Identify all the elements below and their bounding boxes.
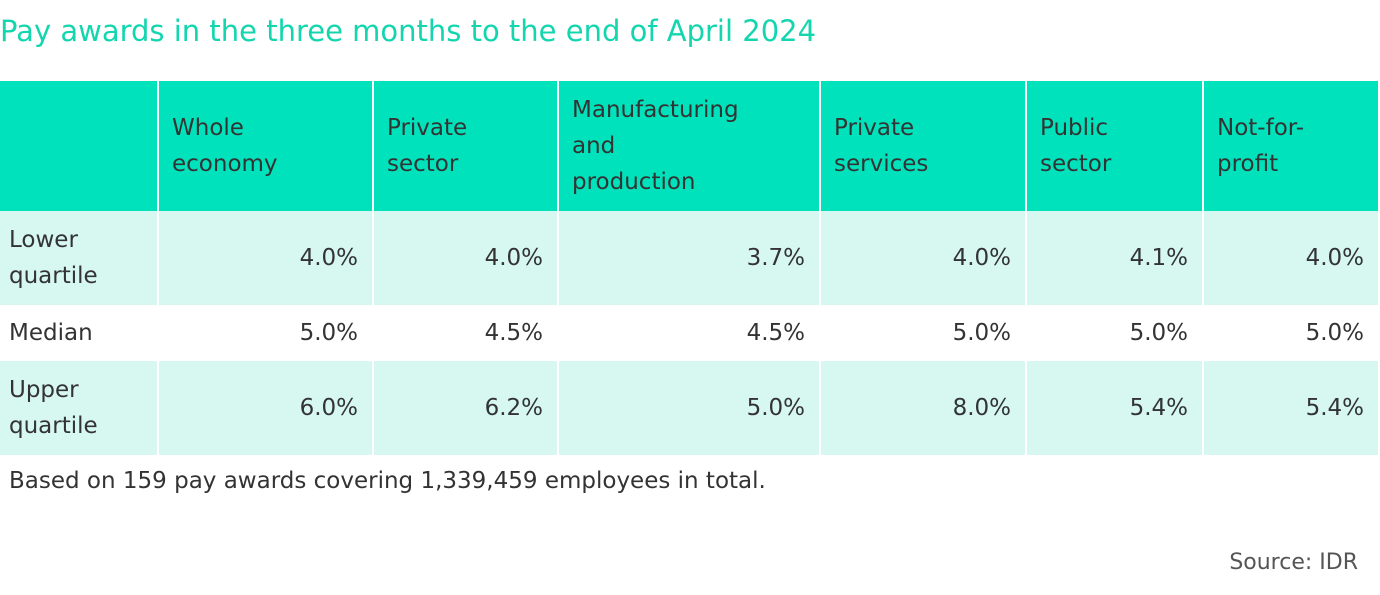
table-cell-value: 4.0% xyxy=(157,211,373,305)
row-label: Lower quartile xyxy=(0,211,158,305)
row-label-line: Median xyxy=(9,320,93,346)
table-cell-value: 4.0% xyxy=(819,211,1026,305)
table-cell-value: 4.1% xyxy=(1025,211,1203,305)
table-row: Lower quartile 4.0% 4.0% 3.7% 4.0% 4.1% 4.0% xyxy=(0,211,1378,305)
header-text-line: Manufacturing xyxy=(572,97,739,123)
table-cell-value: 5.4% xyxy=(1202,361,1378,455)
table-cell-value: 6.0% xyxy=(157,361,373,455)
header-text-line: and xyxy=(572,133,616,159)
header-text-line: Not-for- xyxy=(1217,115,1305,141)
table-row: Median 5.0% 4.5% 4.5% 5.0% 5.0% 5.0% xyxy=(0,305,1378,361)
table-cell-value: 5.0% xyxy=(1025,305,1203,361)
header-text-line: services xyxy=(834,151,929,177)
row-label-line: quartile xyxy=(9,263,98,289)
chart-title: Pay awards in the three months to the en… xyxy=(0,14,817,48)
header-text-line: Public xyxy=(1040,115,1109,141)
table-body: Lower quartile 4.0% 4.0% 3.7% 4.0% 4.1% 4.0% Med… xyxy=(0,211,1378,455)
table-cell-value: 4.0% xyxy=(372,211,558,305)
table-cell-value: 4.0% xyxy=(1202,211,1378,305)
header-cell-col-6: Not-for-profit xyxy=(1202,81,1378,211)
header-cell-col-2: Private sector xyxy=(372,81,558,211)
table-cell-value: 6.2% xyxy=(372,361,558,455)
table-cell-value: 4.5% xyxy=(557,305,820,361)
header-cell-col-3: Manufacturing and production xyxy=(557,81,820,211)
pay-awards-table: Whole economy Private sector Manufacturing an… xyxy=(0,81,1378,455)
table-cell-value: 5.4% xyxy=(1025,361,1203,455)
row-label: Upper quartile xyxy=(0,361,158,455)
footnote: Based on 159 pay awards covering 1,339,4… xyxy=(9,468,766,494)
row-label-line: Lower xyxy=(9,227,78,253)
header-text-line: Private xyxy=(834,115,915,141)
table-row: Upper quartile 6.0% 6.2% 5.0% 8.0% 5.4% 5.4% xyxy=(0,361,1378,455)
table-cell-value: 3.7% xyxy=(557,211,820,305)
header-text-line: profit xyxy=(1217,151,1279,177)
header-text-line: sector xyxy=(387,151,459,177)
source-label: Source: IDR xyxy=(1229,550,1358,575)
table-cell-value: 5.0% xyxy=(819,305,1026,361)
table-cell-value: 5.0% xyxy=(557,361,820,455)
table-cell-value: 5.0% xyxy=(1202,305,1378,361)
header-text-line: Whole xyxy=(172,115,244,141)
header-text-line: economy xyxy=(172,151,278,177)
header-row: Whole economy Private sector Manufacturing an… xyxy=(0,81,1378,211)
row-label-line: quartile xyxy=(9,413,98,439)
row-label: Median xyxy=(0,305,158,361)
header-text-line: Private xyxy=(387,115,468,141)
header-text-line: sector xyxy=(1040,151,1112,177)
header-cell-col-4: Private services xyxy=(819,81,1026,211)
header-cell-empty xyxy=(0,81,158,211)
table-cell-value: 4.5% xyxy=(372,305,558,361)
header-cell-col-5: Public sector xyxy=(1025,81,1203,211)
header-cell-col-1: Whole economy xyxy=(157,81,373,211)
header-text-line: production xyxy=(572,169,696,195)
row-label-line: Upper xyxy=(9,377,79,403)
table-cell-value: 5.0% xyxy=(157,305,373,361)
table-cell-value: 8.0% xyxy=(819,361,1026,455)
